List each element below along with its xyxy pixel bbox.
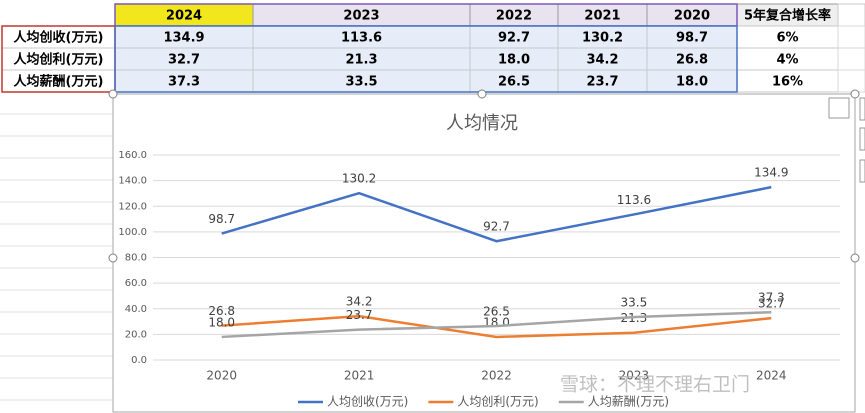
cell-text: 人均创利(万元)	[14, 52, 104, 68]
header-text: 5年复合增长率	[744, 8, 831, 24]
chart-frame[interactable]	[112, 93, 856, 413]
watermark: 雪球：不理不理右卫门	[560, 374, 750, 396]
series-line	[221, 314, 772, 339]
data-label: 26.5	[483, 305, 510, 319]
data-label: 33.5	[621, 296, 648, 310]
cell-text: 16%	[772, 75, 803, 90]
y-tick-label: 140.0	[118, 176, 147, 187]
cell-text: 134.9	[163, 31, 204, 46]
header-text: 2023	[343, 9, 379, 24]
cell-text: 人均薪酬(万元)	[14, 74, 104, 90]
legend-label: 人均创利(万元)	[457, 395, 538, 409]
y-tick-label: 160.0	[118, 150, 147, 161]
y-tick-label: 120.0	[118, 201, 147, 212]
data-label: 98.7	[208, 212, 235, 226]
x-tick-label: 2021	[344, 369, 375, 383]
cell-text: 18.0	[676, 75, 708, 90]
chart-title: 人均情况	[446, 113, 518, 134]
cell-text: 4%	[776, 53, 798, 68]
data-label: 23.7	[346, 308, 373, 322]
side-button[interactable]	[859, 159, 865, 183]
cell-text: 6%	[776, 31, 798, 46]
header-text: 2022	[496, 9, 532, 24]
cell	[837, 69, 865, 93]
cell-text: 26.8	[676, 53, 708, 68]
cell-text: 23.7	[586, 75, 618, 90]
cell-text: 130.2	[582, 31, 623, 46]
side-button[interactable]	[859, 127, 865, 151]
cell-text: 人均创收(万元)	[14, 30, 104, 46]
cell-text: 37.3	[168, 75, 200, 90]
legend-label: 人均薪酬(万元)	[588, 395, 669, 409]
cell-text: 33.5	[345, 75, 377, 90]
y-tick-label: 0.0	[131, 355, 147, 366]
data-label: 32.7	[758, 297, 785, 311]
data-label: 92.7	[483, 220, 510, 234]
data-label: 130.2	[342, 172, 376, 186]
header-cell	[837, 3, 865, 27]
cell-text: 92.7	[498, 31, 530, 46]
chart-style-button[interactable]	[828, 97, 850, 119]
cell-text: 32.7	[168, 53, 200, 68]
cell-text: 113.6	[341, 31, 382, 46]
y-tick-label: 40.0	[125, 304, 147, 315]
chart: 0.0 20.0 40.0 60.0 80.0 100.0 120.0 140.0 160.0 2…	[118, 150, 840, 409]
x-tick-label: 2023	[619, 369, 650, 383]
data-label: 26.8	[208, 304, 235, 318]
cell-text: 26.5	[498, 75, 530, 90]
header-text: 2020	[674, 9, 710, 24]
sheet-grid	[0, 113, 113, 401]
data-label: 34.2	[346, 295, 373, 309]
legend-label: 人均创收(万元)	[327, 395, 408, 409]
x-tick-label: 2024	[756, 369, 787, 383]
cell	[837, 47, 865, 71]
x-tick-label: 2022	[481, 369, 512, 383]
x-tick-label: 2020	[206, 369, 237, 383]
data-label: 134.9	[754, 166, 788, 180]
side-button[interactable]	[859, 97, 865, 121]
series-line	[221, 310, 772, 339]
cell-text: 34.2	[586, 53, 618, 68]
y-tick-label: 20.0	[125, 329, 147, 340]
y-tick-label: 100.0	[118, 227, 147, 238]
cell	[837, 25, 865, 49]
selection	[114, 25, 738, 93]
series-line	[221, 185, 772, 243]
chart-handles	[108, 89, 860, 263]
data-label: 18.0	[208, 315, 235, 329]
cell-text: 21.3	[345, 53, 377, 68]
cell-text: 18.0	[498, 53, 530, 68]
header-text: 2024	[166, 9, 202, 24]
cell-text: 98.7	[676, 31, 708, 46]
header-text: 2021	[584, 9, 620, 24]
y-tick-label: 80.0	[125, 253, 147, 264]
data-label: 37.3	[758, 291, 785, 305]
data-label: 113.6	[617, 193, 651, 207]
y-tick-label: 60.0	[125, 278, 147, 289]
